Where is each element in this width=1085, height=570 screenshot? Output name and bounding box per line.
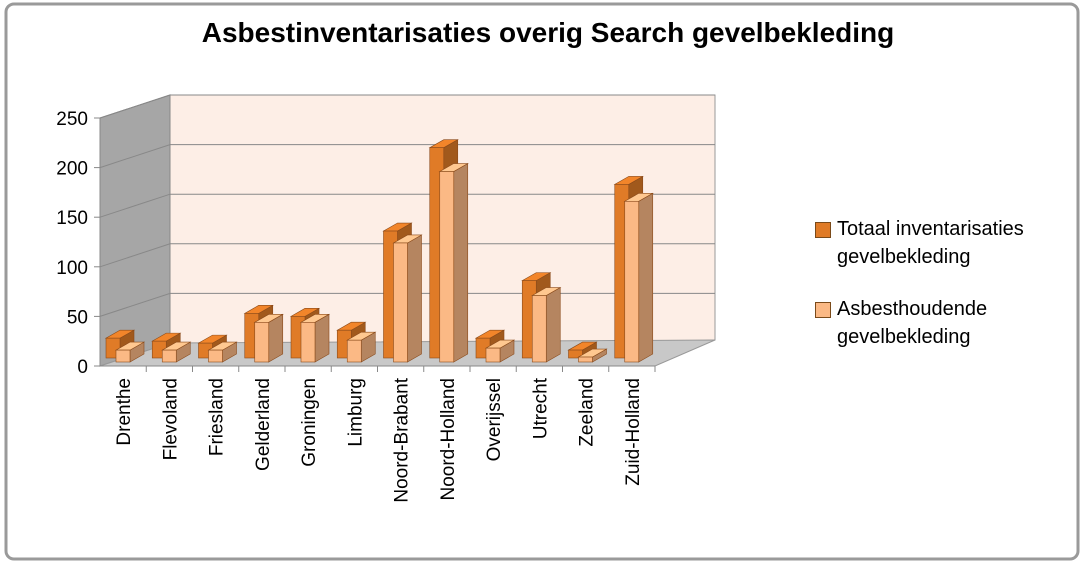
legend-swatch [815, 222, 831, 238]
legend-swatch [815, 302, 831, 318]
bar-face [407, 234, 422, 363]
bar [577, 348, 608, 363]
bar [392, 234, 423, 363]
grid-line [99, 144, 715, 169]
y-tick-label: 50 [67, 307, 88, 328]
grid-line [99, 243, 715, 268]
bar-face [161, 349, 177, 363]
bar-face [638, 192, 654, 363]
grid-line [99, 193, 715, 218]
bar [207, 341, 238, 363]
bar-face [568, 349, 583, 359]
bar-face [624, 200, 640, 363]
x-tick-label: Noord-Holland [438, 378, 459, 501]
chart-title: Asbestinventarisaties overig Search geve… [202, 17, 895, 48]
bar [484, 339, 516, 363]
bar-face [208, 349, 223, 363]
y-tick-label: 100 [56, 258, 88, 279]
grid-line [99, 94, 715, 119]
bar [114, 341, 146, 363]
legend-label: Totaal inventarisaties gevelbekleding [837, 218, 1024, 268]
legend-entry: Asbesthoudende gevelbekleding [815, 295, 1085, 351]
bar-face [346, 339, 362, 363]
x-tick-label: Overijssel [484, 378, 505, 461]
legend-entry: Totaal inventarisaties gevelbekleding [815, 215, 1085, 271]
bar-face [545, 287, 561, 363]
bar-face [439, 171, 455, 363]
bar-face [393, 242, 408, 363]
bar [253, 313, 284, 363]
bar-face [314, 313, 330, 363]
bar [299, 313, 331, 363]
bar-face [300, 322, 316, 363]
bar-face [254, 322, 270, 363]
bar [438, 163, 469, 363]
x-tick-label: Utrecht [530, 377, 551, 439]
bar-face [531, 295, 547, 363]
side-wall [99, 94, 171, 367]
x-tick-label: Friesland [207, 378, 228, 456]
x-tick-label: Zeeland [577, 378, 598, 447]
y-tick-label: 0 [77, 357, 88, 378]
x-tick-label: Drenthe [114, 378, 135, 446]
bar [623, 192, 654, 363]
y-tick-label: 200 [56, 159, 88, 180]
y-tick-label: 150 [56, 208, 88, 229]
legend-label: Asbesthoudende gevelbekleding [837, 298, 988, 348]
bar-face [268, 313, 284, 363]
x-tick-label: Flevoland [160, 378, 181, 460]
y-tick-label: 250 [56, 109, 88, 130]
x-tick-label: Noord-Brabant [392, 377, 413, 502]
bar-face [485, 347, 501, 363]
bar [531, 287, 562, 363]
bar-face [453, 163, 469, 363]
x-tick-label: Zuid-Holland [623, 378, 644, 486]
bar-face [115, 349, 131, 363]
x-tick-label: Limburg [345, 378, 366, 447]
x-tick-label: Groningen [299, 378, 320, 467]
bar [161, 341, 192, 363]
bar [346, 331, 377, 363]
bar-face [578, 356, 593, 363]
x-tick-label: Gelderland [253, 378, 274, 471]
